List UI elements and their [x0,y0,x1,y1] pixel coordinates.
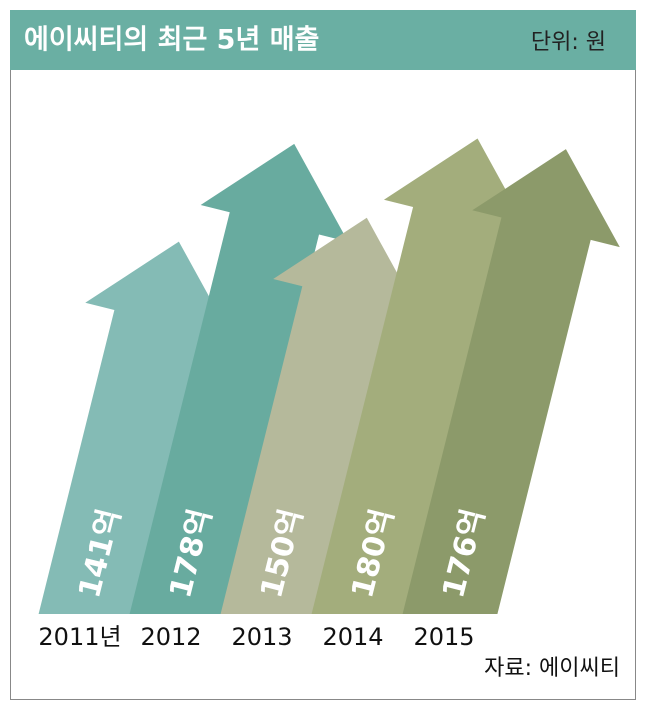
x-tick-label: 2011년 [38,623,121,651]
arrow-group: 141억 [31,241,233,614]
x-tick-label: 2013 [231,623,292,651]
x-tick-label: 2012 [140,623,201,651]
x-tick-label: 2015 [413,623,474,651]
arrows: 141억 178억 150억 180억 176억 [31,138,620,614]
arrow-bar [213,217,421,614]
arrow-bar [304,138,532,614]
arrow-group: 176억 [395,149,620,614]
header-band [10,10,636,70]
unit-note: 단위: 원 [531,30,606,55]
arrow-bar [395,149,620,614]
arrow-bar [31,241,233,614]
chart-title: 에이씨티의 최근 5년 매출 [24,25,319,56]
arrow-group: 150억 [213,217,421,614]
x-tick-label: 2014 [322,623,383,651]
source: 자료: 에이씨티 [484,656,620,681]
arrow-group: 180억 [304,138,532,614]
